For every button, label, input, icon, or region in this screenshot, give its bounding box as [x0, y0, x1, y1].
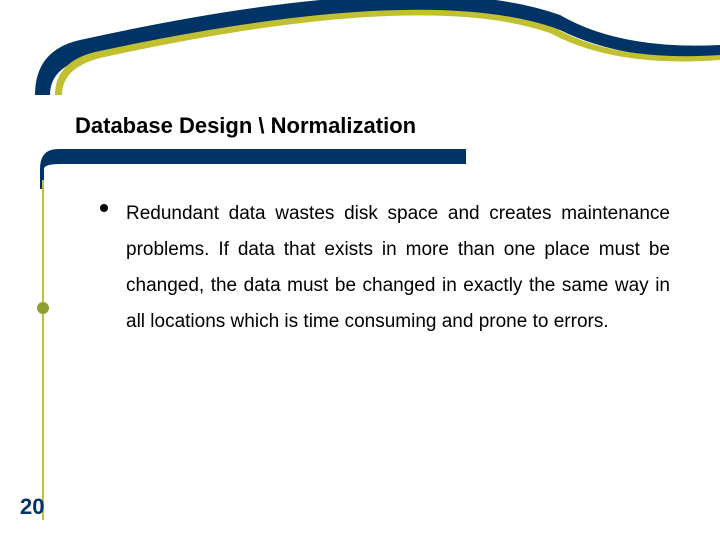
page-number: 20 [20, 494, 44, 520]
underline-curve-connector [38, 149, 78, 189]
bullet-item: Redundant data wastes disk space and cre… [100, 196, 670, 340]
left-vertical-line [42, 180, 44, 520]
bullet-text: Redundant data wastes disk space and cre… [126, 196, 670, 340]
title-container: Database Design \ Normalization [75, 113, 416, 139]
bullet-icon [100, 204, 108, 212]
content-area: Redundant data wastes disk space and cre… [100, 196, 670, 340]
title-underline-bar [58, 149, 466, 164]
top-decorative-curve [0, 0, 720, 95]
slide-title: Database Design \ Normalization [75, 113, 416, 139]
left-accent-dot [37, 302, 49, 314]
